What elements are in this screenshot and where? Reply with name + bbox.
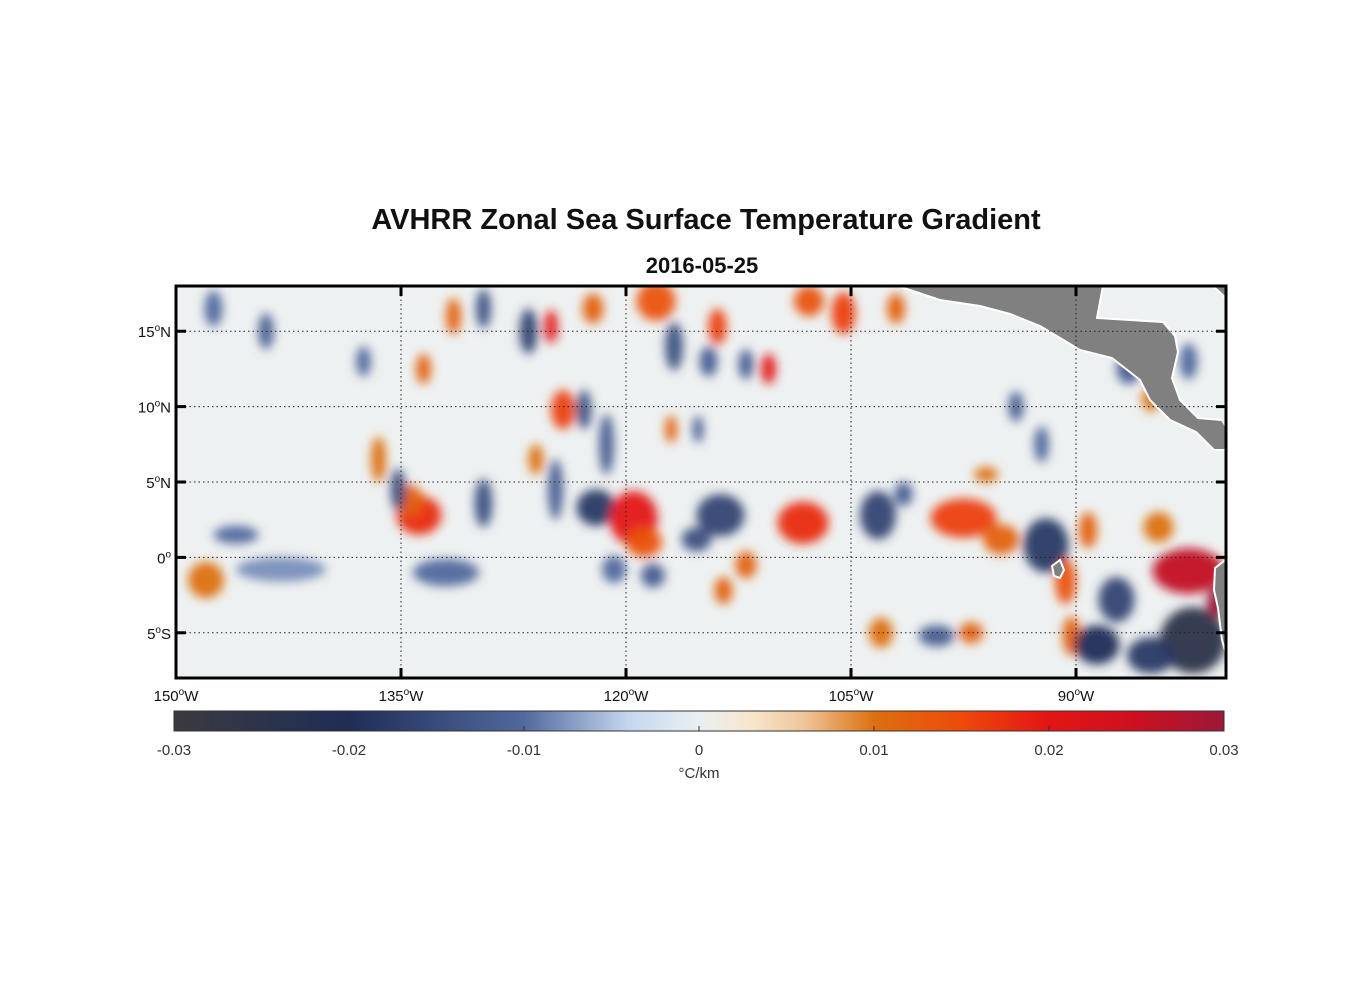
cool-gradient-feature bbox=[576, 390, 592, 430]
cool-gradient-feature bbox=[1074, 625, 1120, 665]
cool-gradient-feature bbox=[390, 468, 406, 511]
warm-gradient-feature bbox=[959, 622, 983, 644]
cool-gradient-feature bbox=[738, 349, 754, 380]
warm-gradient-feature bbox=[1079, 512, 1097, 549]
warm-gradient-feature bbox=[1143, 512, 1174, 543]
cool-gradient-feature bbox=[1034, 426, 1049, 463]
x-tick-label: 120oW bbox=[604, 687, 650, 705]
cool-gradient-feature bbox=[1023, 518, 1069, 573]
y-tick-label: 10oN bbox=[138, 399, 171, 417]
cool-gradient-feature bbox=[1098, 577, 1135, 623]
warm-gradient-feature bbox=[983, 524, 1019, 555]
colorbar-tick-label: -0.02 bbox=[332, 742, 366, 759]
warm-gradient-feature bbox=[544, 310, 558, 344]
cool-gradient-feature bbox=[1008, 391, 1024, 422]
warm-gradient-feature bbox=[974, 467, 998, 482]
warm-gradient-feature bbox=[887, 293, 905, 324]
warm-gradient-feature bbox=[446, 298, 461, 335]
warm-gradient-feature bbox=[761, 353, 776, 384]
cool-gradient-feature bbox=[860, 491, 896, 540]
cool-gradient-feature bbox=[699, 346, 718, 377]
warm-gradient-feature bbox=[794, 286, 824, 317]
land-central-america bbox=[897, 286, 1226, 451]
cool-gradient-feature bbox=[918, 625, 955, 647]
colorbar-tick-label: 0.01 bbox=[859, 742, 888, 759]
cool-gradient-feature bbox=[576, 489, 616, 526]
warm-gradient-feature bbox=[416, 353, 431, 384]
x-tick-label: 135oW bbox=[379, 687, 425, 705]
warm-gradient-feature bbox=[528, 444, 544, 475]
colorbar-tick-label: 0 bbox=[695, 742, 703, 759]
warm-gradient-feature bbox=[1152, 548, 1225, 594]
warm-gradient-feature bbox=[582, 293, 604, 324]
y-tick-label: 5oS bbox=[147, 625, 171, 643]
warm-gradient-feature bbox=[777, 501, 829, 544]
warm-gradient-feature bbox=[869, 617, 893, 648]
cool-gradient-feature bbox=[894, 482, 913, 507]
cool-gradient-feature bbox=[665, 322, 683, 371]
cool-gradient-feature bbox=[1160, 607, 1226, 674]
warm-gradient-feature bbox=[708, 308, 727, 345]
cool-gradient-feature bbox=[476, 289, 491, 329]
cool-gradient-feature bbox=[413, 558, 479, 587]
longitude-labels: 150oW 135oW 120oW 105oW 90oW bbox=[154, 687, 1095, 705]
cool-gradient-feature bbox=[602, 555, 626, 584]
colorbar-tick-label: -0.01 bbox=[507, 742, 541, 759]
y-tick-label: 0o bbox=[157, 549, 171, 567]
colorbar-tick-label: 0.02 bbox=[1034, 742, 1063, 759]
warm-gradient-feature bbox=[930, 498, 997, 538]
colorbar-ticks: -0.03 -0.02 -0.01 0 0.01 0.02 0.03 bbox=[157, 726, 1239, 759]
cool-gradient-feature bbox=[641, 563, 665, 588]
cool-gradient-feature bbox=[204, 290, 223, 327]
chart-subtitle: 2016-05-25 bbox=[645, 253, 759, 278]
x-tick-label: 90oW bbox=[1058, 687, 1095, 705]
warm-gradient-feature bbox=[735, 551, 757, 579]
warm-gradient-feature bbox=[551, 390, 575, 430]
cool-gradient-feature bbox=[1127, 637, 1175, 674]
warm-gradient-feature bbox=[371, 436, 386, 482]
map-background bbox=[176, 286, 1226, 678]
cool-gradient-feature bbox=[236, 557, 326, 582]
warm-gradient-feature bbox=[714, 577, 733, 605]
colorbar-tick-label: 0.03 bbox=[1209, 742, 1238, 759]
x-tick-label: 105oW bbox=[829, 687, 875, 705]
y-tick-label: 5oN bbox=[146, 474, 171, 492]
y-tick-label: 15oN bbox=[138, 323, 171, 341]
cool-gradient-feature bbox=[474, 479, 493, 528]
land-north-east-corner bbox=[1211, 286, 1226, 300]
land-south-america bbox=[1212, 558, 1226, 657]
gradient-features bbox=[188, 286, 1226, 674]
cool-gradient-feature bbox=[681, 527, 712, 552]
galapagos-island bbox=[1050, 558, 1066, 580]
colorbar-tick-label: -0.03 bbox=[157, 742, 191, 759]
cool-gradient-feature bbox=[696, 494, 745, 537]
warm-gradient-feature bbox=[188, 561, 224, 599]
warm-gradient-feature bbox=[626, 527, 662, 558]
cool-gradient-feature bbox=[548, 459, 563, 520]
warm-gradient-feature bbox=[665, 415, 677, 443]
map-ticks bbox=[174, 286, 1226, 678]
colorbar-label: °C/km bbox=[679, 765, 720, 782]
cool-gradient-feature bbox=[1179, 343, 1198, 380]
warm-gradient-feature bbox=[831, 292, 856, 335]
cool-gradient-feature bbox=[692, 415, 704, 443]
chart-title: AVHRR Zonal Sea Surface Temperature Grad… bbox=[371, 204, 1041, 236]
cool-gradient-feature bbox=[599, 414, 614, 475]
x-tick-label: 150oW bbox=[154, 687, 200, 705]
cool-gradient-feature bbox=[213, 525, 259, 544]
warm-gradient-feature bbox=[636, 286, 676, 321]
latitude-labels: 15oN 10oN 5oN 0o 5oS bbox=[138, 323, 172, 643]
cool-gradient-feature bbox=[356, 346, 371, 377]
